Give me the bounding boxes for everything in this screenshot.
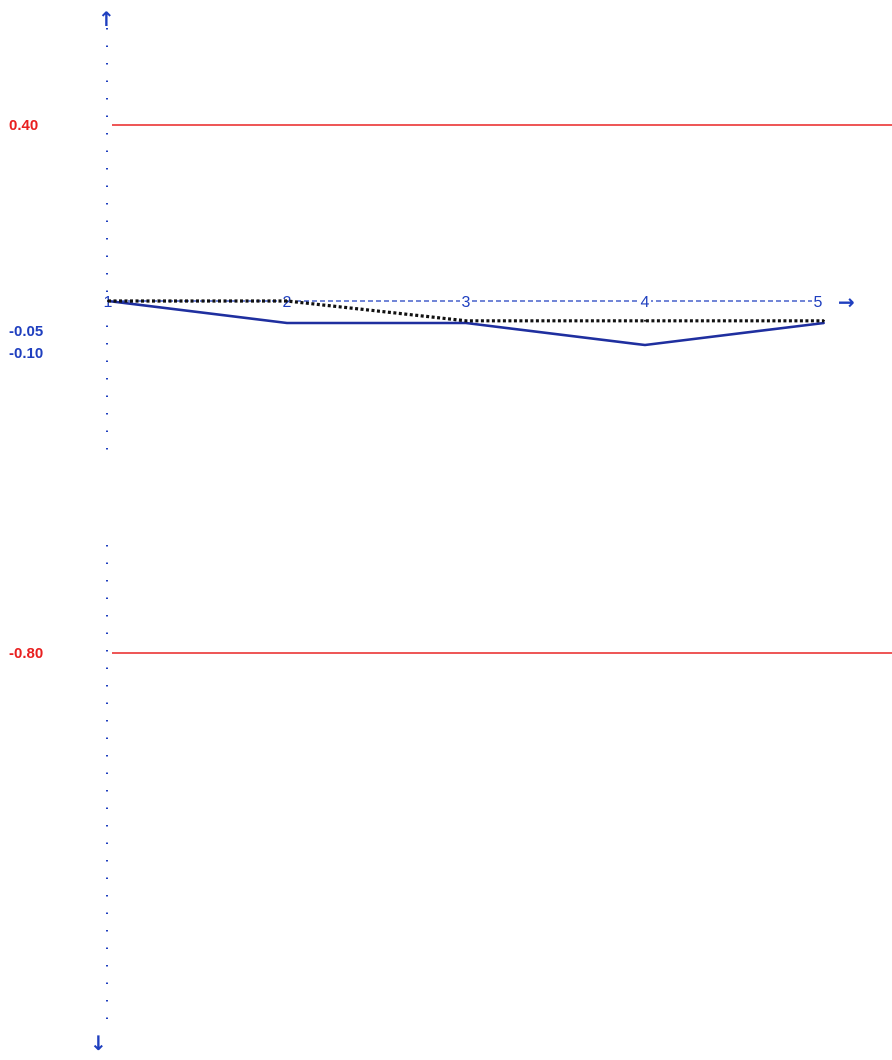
reference-line-label: 0.40 <box>9 117 38 134</box>
series-point <box>286 322 288 324</box>
x-tick-label-bg <box>812 292 824 310</box>
x-tick-label: 3 <box>462 294 471 311</box>
y-tick-labels: -0.05 -0.10 <box>9 323 43 362</box>
y-axis-up-arrow-icon: ↑ <box>98 7 115 31</box>
y-tick-label: -0.05 <box>9 323 43 340</box>
x-tick-label: 5 <box>814 294 823 311</box>
x-tick-label-bg <box>460 292 472 310</box>
series-layer <box>107 299 825 347</box>
y-axis-down-arrow-icon: ↓ <box>90 1031 107 1055</box>
x-axis-right-arrow-icon: → <box>838 290 855 314</box>
series-point <box>465 322 467 324</box>
series-point <box>644 344 646 346</box>
x-tick-label: 4 <box>641 294 650 311</box>
reference-line-label: -0.80 <box>9 645 43 662</box>
series-point <box>644 319 646 322</box>
series-point <box>286 300 288 302</box>
reference-lines: 0.40 -0.80 <box>9 117 892 662</box>
series-point <box>823 322 825 324</box>
x-tick-label: 2 <box>283 294 292 311</box>
series-point <box>465 319 467 322</box>
x-tick-label-bg <box>639 292 651 310</box>
y-tick-label: -0.10 <box>9 345 43 362</box>
series-point <box>107 300 109 302</box>
y-axis: ↑ ↓ <box>90 7 115 1055</box>
series-point <box>823 319 825 322</box>
